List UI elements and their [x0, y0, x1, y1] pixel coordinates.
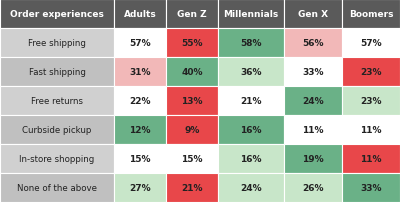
Text: Boomers: Boomers	[349, 10, 393, 19]
Text: 19%: 19%	[302, 154, 324, 163]
Text: Free returns: Free returns	[31, 97, 83, 105]
Text: 21%: 21%	[181, 183, 203, 192]
Bar	[284, 87, 342, 115]
Bar	[166, 29, 218, 58]
Text: 22%: 22%	[129, 97, 151, 105]
Text: 33%: 33%	[360, 183, 382, 192]
Text: 26%: 26%	[302, 183, 324, 192]
Bar	[284, 144, 342, 173]
Text: 16%: 16%	[240, 154, 262, 163]
Text: 21%: 21%	[240, 97, 262, 105]
Bar	[218, 87, 284, 115]
Bar	[342, 115, 400, 144]
Bar	[284, 0, 342, 29]
Bar	[0, 144, 114, 173]
Text: 9%: 9%	[184, 125, 200, 134]
Bar	[166, 87, 218, 115]
Bar	[218, 0, 284, 29]
Text: 11%: 11%	[360, 154, 382, 163]
Text: 36%: 36%	[240, 68, 262, 77]
Bar	[0, 115, 114, 144]
Bar	[218, 29, 284, 58]
Bar	[114, 115, 166, 144]
Text: 24%: 24%	[302, 97, 324, 105]
Bar	[284, 115, 342, 144]
Bar	[0, 58, 114, 87]
Bar	[218, 58, 284, 87]
Bar	[166, 173, 218, 202]
Bar	[0, 0, 114, 29]
Bar	[218, 144, 284, 173]
Bar	[342, 0, 400, 29]
Bar	[114, 58, 166, 87]
Text: 16%: 16%	[240, 125, 262, 134]
Text: Gen X: Gen X	[298, 10, 328, 19]
Text: 24%: 24%	[240, 183, 262, 192]
Bar	[342, 58, 400, 87]
Text: 56%: 56%	[302, 39, 324, 48]
Bar	[114, 144, 166, 173]
Text: 27%: 27%	[129, 183, 151, 192]
Text: 58%: 58%	[240, 39, 262, 48]
Bar	[342, 144, 400, 173]
Text: 23%: 23%	[360, 97, 382, 105]
Bar	[218, 173, 284, 202]
Bar	[0, 173, 114, 202]
Text: 55%: 55%	[181, 39, 203, 48]
Text: None of the above: None of the above	[17, 183, 97, 192]
Text: 57%: 57%	[129, 39, 151, 48]
Bar	[218, 115, 284, 144]
Bar	[114, 0, 166, 29]
Text: 11%: 11%	[360, 125, 382, 134]
Bar	[114, 87, 166, 115]
Text: 15%: 15%	[129, 154, 151, 163]
Text: Adults: Adults	[124, 10, 156, 19]
Text: 12%: 12%	[129, 125, 151, 134]
Text: 31%: 31%	[129, 68, 151, 77]
Text: 33%: 33%	[302, 68, 324, 77]
Text: Millennials: Millennials	[223, 10, 279, 19]
Text: Fast shipping: Fast shipping	[28, 68, 86, 77]
Text: In-store shopping: In-store shopping	[19, 154, 95, 163]
Bar	[342, 29, 400, 58]
Bar	[342, 87, 400, 115]
Bar	[0, 87, 114, 115]
Bar	[284, 29, 342, 58]
Text: Free shipping: Free shipping	[28, 39, 86, 48]
Bar	[166, 58, 218, 87]
Bar	[284, 173, 342, 202]
Text: Order experiences: Order experiences	[10, 10, 104, 19]
Bar	[342, 173, 400, 202]
Text: Curbside pickup: Curbside pickup	[22, 125, 92, 134]
Text: 40%: 40%	[181, 68, 203, 77]
Text: 11%: 11%	[302, 125, 324, 134]
Text: 23%: 23%	[360, 68, 382, 77]
Bar	[166, 0, 218, 29]
Text: 57%: 57%	[360, 39, 382, 48]
Text: 15%: 15%	[181, 154, 203, 163]
Bar	[166, 115, 218, 144]
Text: Gen Z: Gen Z	[177, 10, 207, 19]
Bar	[114, 29, 166, 58]
Bar	[284, 58, 342, 87]
Bar	[0, 29, 114, 58]
Text: 13%: 13%	[181, 97, 203, 105]
Bar	[114, 173, 166, 202]
Bar	[166, 144, 218, 173]
